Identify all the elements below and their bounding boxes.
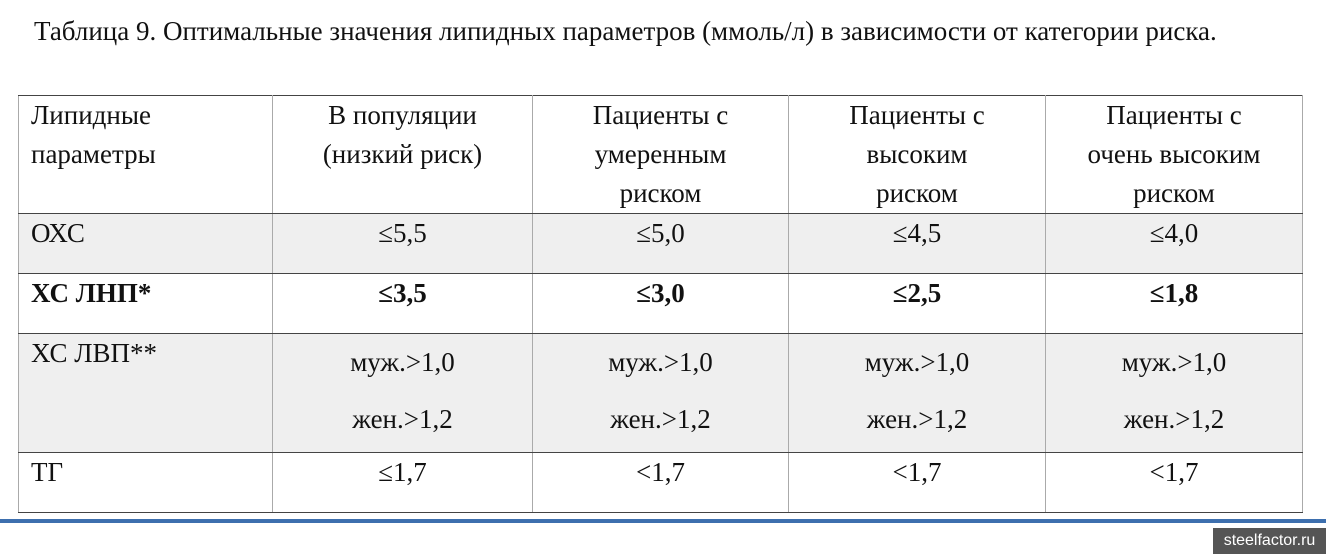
row-label: ХС ЛНП* — [18, 273, 273, 334]
cell-line: риском — [619, 178, 702, 208]
lipid-table: Липидные параметры В популяции (низкий риск… — [18, 95, 1303, 513]
cell-line: Липидные — [31, 100, 151, 130]
table-row: ОХС ≤5,5 ≤5,0 ≤4,5 ≤4,0 — [18, 213, 1303, 274]
cell-line: жен.>1,2 — [1123, 404, 1225, 434]
value-cell: ≤4,5 — [788, 213, 1046, 274]
table-row: ХС ЛВП** муж.>1,0 жен.>1,2 муж.>1,0 жен.>1,2… — [18, 333, 1303, 453]
header-cell: Липидные параметры — [18, 95, 273, 214]
value-cell: муж.>1,0 жен.>1,2 — [1045, 333, 1303, 453]
header-cell: Пациенты с очень высоким риском — [1045, 95, 1303, 214]
value-cell: ≤1,7 — [272, 452, 533, 513]
cell-line: (низкий риск) — [322, 139, 483, 169]
value-cell: <1,7 — [1045, 452, 1303, 513]
cell-line: муж.>1,0 — [608, 347, 713, 377]
value-cell: ≤5,5 — [272, 213, 533, 274]
cell-line: очень высоким — [1087, 139, 1261, 169]
value-cell: ≤4,0 — [1045, 213, 1303, 274]
table-row: ТГ ≤1,7 <1,7 <1,7 <1,7 — [18, 452, 1303, 513]
value-cell: ≤3,5 — [272, 273, 533, 334]
header-cell: Пациенты с высоким риском — [788, 95, 1046, 214]
cell-line: умеренным — [594, 139, 727, 169]
cell-line: В популяции — [328, 100, 477, 130]
value-cell: муж.>1,0 жен.>1,2 — [532, 333, 789, 453]
cell-line: параметры — [31, 139, 156, 169]
value-cell: ≤3,0 — [532, 273, 789, 334]
cell-line: Пациенты с — [849, 100, 985, 130]
value-cell: ≤1,8 — [1045, 273, 1303, 334]
cell-line: жен.>1,2 — [352, 404, 453, 434]
value-cell: <1,7 — [788, 452, 1046, 513]
cell-line: риском — [876, 178, 958, 208]
header-cell: Пациенты с умеренным риском — [532, 95, 789, 214]
row-label: ОХС — [18, 213, 273, 274]
cell-line: высоким — [866, 139, 968, 169]
value-cell: ≤2,5 — [788, 273, 1046, 334]
value-cell: ≤5,0 — [532, 213, 789, 274]
cell-line: муж.>1,0 — [864, 347, 970, 377]
table-caption: Таблица 9. Оптимальные значения липидных… — [34, 16, 1217, 46]
value-cell: муж.>1,0 жен.>1,2 — [788, 333, 1046, 453]
header-row: Липидные параметры В популяции (низкий риск… — [18, 95, 1303, 214]
table-body: Липидные параметры В популяции (низкий риск… — [18, 95, 1303, 513]
header-cell: В популяции (низкий риск) — [272, 95, 533, 214]
value-cell: <1,7 — [532, 452, 789, 513]
cell-line: Пациенты с — [592, 100, 729, 130]
cell-line: жен.>1,2 — [866, 404, 968, 434]
cell-line: муж.>1,0 — [1121, 347, 1227, 377]
row-label: ХС ЛВП** — [18, 333, 273, 453]
table-row: ХС ЛНП* ≤3,5 ≤3,0 ≤2,5 ≤1,8 — [18, 273, 1303, 334]
divider-bar — [0, 519, 1326, 523]
value-cell: муж.>1,0 жен.>1,2 — [272, 333, 533, 453]
cell-line: муж.>1,0 — [350, 347, 455, 377]
watermark: steelfactor.ru — [1213, 528, 1326, 554]
cell-line: риском — [1133, 178, 1215, 208]
cell-line: жен.>1,2 — [610, 404, 711, 434]
row-label: ТГ — [18, 452, 273, 513]
cell-line: Пациенты с — [1106, 100, 1242, 130]
